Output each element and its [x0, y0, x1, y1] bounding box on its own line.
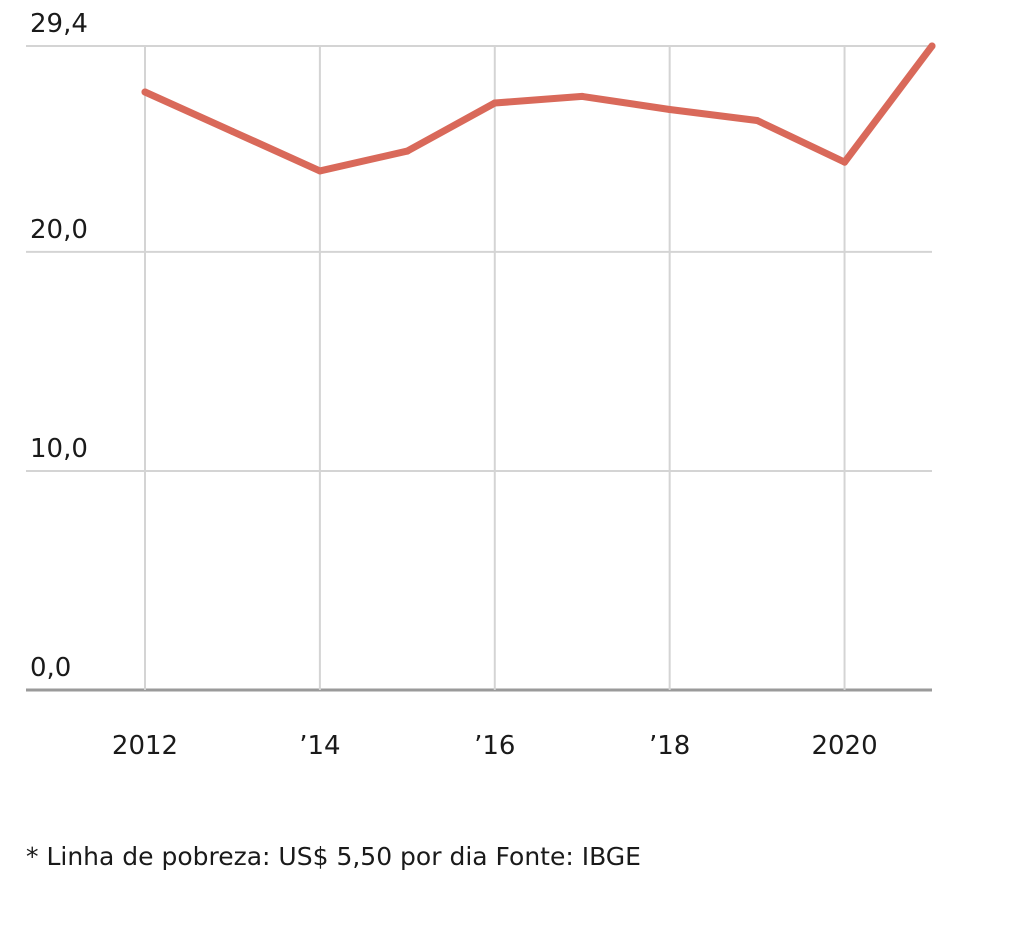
y-tick-label-1: 10,0 — [30, 434, 88, 464]
series-line-0 — [141, 42, 936, 175]
x-tick-label-0: 2012 — [112, 731, 178, 761]
data-point-2015 — [403, 147, 411, 155]
x-gridlines — [144, 46, 846, 690]
x-tick-label-4: 2020 — [811, 731, 877, 761]
series-layer — [141, 42, 936, 175]
data-point-2018 — [666, 106, 674, 114]
x-axis-tick-labels: 2012 ’14 ’16 ’18 2020 — [112, 731, 878, 761]
data-point-2014 — [316, 167, 324, 175]
y-axis-tick-labels: 0,0 10,0 20,0 29,4 — [30, 9, 88, 683]
data-point-2019 — [753, 116, 761, 124]
x-tick-label-2: ’16 — [474, 731, 515, 761]
y-gridlines — [26, 45, 932, 692]
x-tick-label-1: ’14 — [299, 731, 340, 761]
data-point-2020 — [841, 158, 849, 166]
x-tick-label-3: ’18 — [649, 731, 690, 761]
data-point-2012 — [141, 88, 149, 96]
y-tick-label-2: 20,0 — [30, 215, 88, 245]
data-point-2013 — [228, 127, 236, 135]
footnote: * Linha de pobreza: US$ 5,50 por dia Fon… — [26, 842, 641, 871]
data-point-2017 — [578, 92, 586, 100]
y-tick-label-0: 0,0 — [30, 653, 71, 683]
y-tick-label-3: 29,4 — [30, 9, 88, 39]
data-point-2021 — [928, 42, 936, 50]
data-point-2016 — [491, 99, 499, 107]
